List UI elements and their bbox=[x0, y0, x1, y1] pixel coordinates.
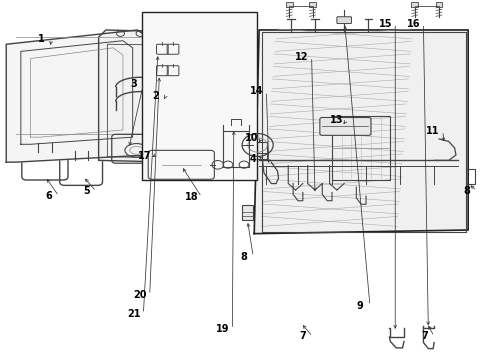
Polygon shape bbox=[99, 30, 179, 162]
Bar bbox=[465, 169, 474, 184]
Bar bbox=[331, 116, 389, 180]
Text: 7: 7 bbox=[420, 332, 427, 342]
Text: 19: 19 bbox=[215, 324, 229, 334]
Bar bbox=[256, 143, 267, 158]
Text: 2: 2 bbox=[152, 91, 159, 101]
Text: 8: 8 bbox=[463, 186, 469, 196]
Text: 6: 6 bbox=[45, 191, 52, 201]
Text: 16: 16 bbox=[406, 18, 420, 28]
Text: 10: 10 bbox=[244, 133, 258, 143]
Text: 8: 8 bbox=[240, 252, 246, 262]
Bar bbox=[142, 12, 256, 180]
Text: 14: 14 bbox=[249, 86, 263, 96]
Bar bbox=[410, 3, 417, 7]
Text: 17: 17 bbox=[138, 151, 151, 161]
Text: 15: 15 bbox=[378, 18, 391, 28]
Text: 9: 9 bbox=[356, 301, 363, 311]
Text: 5: 5 bbox=[83, 186, 90, 197]
Text: 20: 20 bbox=[133, 290, 146, 300]
Bar bbox=[435, 3, 442, 7]
Polygon shape bbox=[254, 30, 467, 234]
Bar bbox=[285, 3, 292, 7]
Text: 3: 3 bbox=[130, 79, 137, 89]
Bar bbox=[242, 205, 252, 220]
Text: 13: 13 bbox=[329, 115, 343, 125]
Text: 11: 11 bbox=[426, 126, 439, 136]
Text: 1: 1 bbox=[38, 34, 45, 44]
FancyBboxPatch shape bbox=[336, 17, 351, 23]
Text: 21: 21 bbox=[126, 309, 140, 319]
Text: 4: 4 bbox=[249, 154, 256, 164]
Text: 7: 7 bbox=[299, 332, 305, 342]
Text: 18: 18 bbox=[185, 192, 199, 202]
Polygon shape bbox=[6, 30, 147, 162]
Bar bbox=[308, 3, 315, 7]
Text: 12: 12 bbox=[295, 52, 308, 62]
FancyBboxPatch shape bbox=[319, 117, 370, 135]
